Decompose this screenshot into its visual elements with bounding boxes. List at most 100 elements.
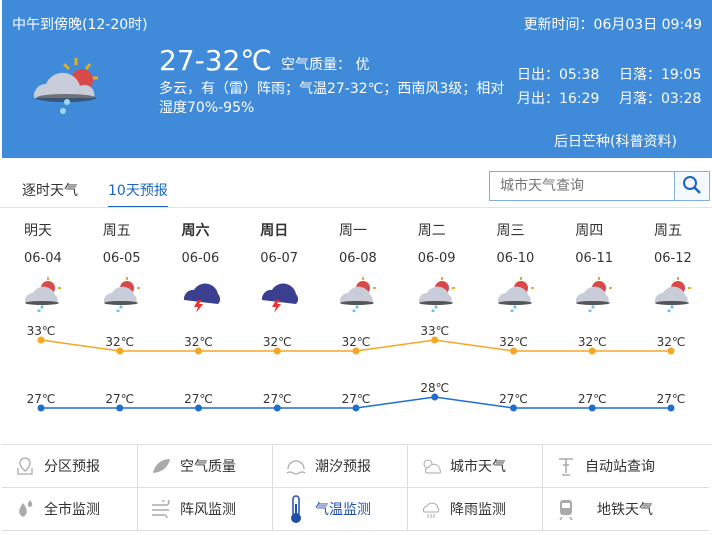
high-temp-label: 32℃ [657,335,686,349]
moonset: 月落：03:28 [619,91,702,107]
high-temp-label: 32℃ [184,335,213,349]
weather-station-icon [555,455,577,477]
leaf-icon [150,457,172,475]
partly-cloudy-rain-icon [652,276,692,316]
forecast-day: 周六 [181,223,210,239]
high-temp-label: 33℃ [27,324,56,338]
low-temp-point [667,404,675,412]
thunderstorm-icon [180,276,220,316]
forecast-date: 06-11 [575,251,614,266]
low-temp-label: 27℃ [184,392,213,406]
forecast-day: 周二 [417,223,446,239]
forecast-date: 06-09 [417,251,456,266]
link-label: 气温监测 [315,502,371,518]
high-temp-point [667,347,675,355]
link-label: 潮汐预报 [315,459,371,475]
low-temp-label: 27℃ [27,392,56,406]
high-temp-point [431,336,439,344]
forecast-date: 06-12 [654,251,692,266]
solar-term-link[interactable]: 后日芒种(科普资料) [554,134,677,150]
search-button[interactable] [674,172,709,200]
forecast-date: 06-04 [24,251,62,266]
partly-cloudy-rain-icon [573,276,613,316]
high-temp-label: 32℃ [105,335,134,349]
low-temp-point [195,404,202,412]
forecast-day: 周一 [339,223,367,239]
link-label: 降雨监测 [450,502,506,518]
link-train[interactable]: 地铁天气 [543,488,709,531]
moonrise: 月出：16:29 [517,91,600,107]
link-sun-cloud[interactable]: 城市天气 [408,445,543,488]
partly-cloudy-rain-icon [101,276,141,316]
weather-description: 多云，有（雷）阵雨；气温27-32℃；西南风3级；相对湿度70%-95% [159,81,505,116]
link-leaf[interactable]: 空气质量 [138,445,273,488]
low-temp-point [273,404,281,412]
wave-icon [285,456,307,476]
partly-cloudy-rain-icon [337,276,377,316]
forecast-date: 06-06 [181,251,220,266]
high-temp-label: 33℃ [420,324,449,338]
link-map-pin[interactable]: 分区预报 [2,445,138,488]
forecast-day: 周五 [654,223,682,239]
link-rain-cloud[interactable]: 降雨监测 [408,488,543,531]
low-temp-point [352,404,360,412]
low-temp-label: 27℃ [105,392,134,406]
forecast-day: 周四 [575,223,604,239]
temperature-chart: 33℃ 32℃ 32℃ 32℃ 32℃ 33℃ 32℃ 32℃ 32℃ 27℃ 27℃ 27℃ 27℃ 2… [27,324,686,412]
link-wave[interactable]: 潮汐预报 [273,445,408,488]
forecast-date: 06-05 [102,251,141,266]
forecast-day: 周日 [260,223,289,239]
high-temp-label: 32℃ [342,335,371,349]
low-temp-label: 27℃ [657,392,686,406]
forecast-day: 周三 [496,223,525,239]
wind-icon [150,500,172,518]
thunderstorm-icon [258,276,299,316]
high-temp-point [588,347,596,355]
high-temp-label: 32℃ [499,335,528,349]
forecast-day: 周五 [102,223,131,239]
forecast-date: 06-10 [496,251,535,266]
tab-hourly[interactable]: 逐时天气 [22,183,78,199]
divider [0,207,712,208]
low-temp-label: 27℃ [342,392,371,406]
map-pin-icon [14,456,36,476]
period-label: 中午到傍晚(12-20时) [12,17,148,33]
temperature-range: 27-32℃ [159,44,272,77]
link-label: 城市天气 [450,459,506,475]
forecast-day: 明天 [24,223,52,239]
low-temp-label: 27℃ [578,392,607,406]
current-weather-panel: 中午到傍晚(12-20时) 更新时间：06月03日 09:49 27-32℃ 空… [2,0,712,158]
link-label: 阵风监测 [180,502,236,518]
high-temp-point [510,347,517,355]
partly-cloudy-rain-icon [33,58,98,114]
rain-cloud-icon [420,499,442,519]
sunrise: 日出：05:38 [517,67,600,83]
forecast-date: 06-07 [260,251,299,266]
high-temp-point [116,347,124,355]
link-thermometer[interactable]: 气温监测 [273,488,408,531]
low-temp-label: 27℃ [499,392,528,406]
low-temp-point [116,404,124,412]
low-temp-point [510,404,517,412]
search-input[interactable] [490,172,674,200]
high-temp-point [37,336,45,344]
tab-10day[interactable]: 10天预报 [108,180,168,208]
low-temp-point [37,404,45,412]
forecast-date: 06-08 [339,251,377,266]
partly-cloudy-rain-icon [22,276,62,316]
link-water-drop[interactable]: 全市监测 [2,488,138,531]
low-temp-label: 28℃ [420,381,449,395]
thermometer-icon [285,494,307,524]
tab-bar: 逐时天气 10天预报 [0,180,712,210]
link-weather-station[interactable]: 自动站查询 [543,445,709,488]
sunset: 日落：19:05 [619,67,702,83]
search-icon [683,175,701,194]
high-temp-label: 32℃ [578,335,607,349]
low-temp-label: 27℃ [263,392,292,406]
link-label: 全市监测 [44,502,100,518]
link-label: 自动站查询 [585,459,655,475]
link-wind[interactable]: 阵风监测 [138,488,273,531]
high-temp-label: 32℃ [263,335,292,349]
water-drop-icon [14,498,36,520]
air-quality: 空气质量： 优 [281,57,370,73]
